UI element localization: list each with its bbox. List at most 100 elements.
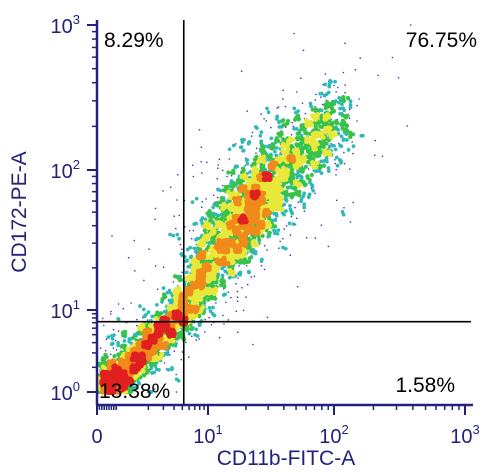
event-dot bbox=[244, 194, 250, 200]
event-dot bbox=[311, 146, 317, 151]
event-dots bbox=[96, 24, 417, 395]
event-dot bbox=[282, 237, 284, 240]
event-dot bbox=[246, 283, 249, 286]
event-dot bbox=[282, 89, 284, 91]
event-dot bbox=[305, 236, 308, 239]
event-dot bbox=[310, 162, 316, 167]
event-dot bbox=[211, 312, 215, 316]
event-dot bbox=[292, 126, 296, 131]
event-dot bbox=[106, 359, 112, 365]
event-dot bbox=[278, 133, 283, 138]
event-dot bbox=[125, 378, 132, 385]
event-dot bbox=[244, 165, 246, 167]
event-dot bbox=[289, 234, 292, 236]
event-dot bbox=[240, 184, 246, 190]
x-tick-label: 101 bbox=[193, 422, 222, 448]
event-dot bbox=[203, 233, 209, 239]
event-dot bbox=[192, 229, 195, 232]
event-dot bbox=[326, 169, 331, 173]
event-dot bbox=[264, 207, 270, 213]
event-dot bbox=[317, 169, 322, 173]
event-dot bbox=[327, 245, 330, 248]
event-dot bbox=[272, 187, 278, 192]
event-dot bbox=[314, 237, 317, 239]
event-dot bbox=[278, 186, 284, 191]
event-dot bbox=[227, 275, 232, 280]
event-dot bbox=[343, 151, 345, 154]
event-dot bbox=[177, 278, 183, 283]
event-dot bbox=[175, 309, 181, 315]
event-dot bbox=[155, 310, 160, 315]
event-dot bbox=[198, 338, 200, 340]
event-dot bbox=[288, 203, 292, 208]
event-dot bbox=[307, 168, 310, 170]
event-dot bbox=[335, 199, 338, 202]
event-dot bbox=[99, 347, 102, 350]
event-dot bbox=[200, 278, 206, 284]
event-dot bbox=[291, 176, 296, 181]
event-dot bbox=[358, 98, 360, 100]
event-dot bbox=[240, 173, 246, 179]
event-dot bbox=[291, 121, 294, 124]
event-dot bbox=[406, 125, 409, 127]
event-dot bbox=[285, 193, 290, 198]
event-dot bbox=[324, 120, 329, 125]
event-dot bbox=[245, 161, 250, 166]
event-dot bbox=[112, 363, 118, 369]
event-dot bbox=[154, 356, 160, 362]
event-dot bbox=[327, 125, 333, 131]
event-dot bbox=[180, 358, 183, 361]
event-dot bbox=[157, 368, 161, 372]
event-dot bbox=[209, 295, 214, 300]
event-dot bbox=[301, 102, 304, 104]
event-dot bbox=[152, 370, 157, 375]
event-dot bbox=[236, 290, 239, 293]
event-dot bbox=[244, 158, 249, 163]
event-dot bbox=[319, 164, 324, 169]
event-dot bbox=[321, 159, 326, 163]
event-dot bbox=[238, 265, 240, 267]
event-dot bbox=[117, 330, 120, 332]
event-dot bbox=[198, 129, 201, 131]
event-dot bbox=[163, 362, 166, 364]
event-dot bbox=[291, 148, 297, 153]
event-dot bbox=[154, 265, 157, 267]
event-dot bbox=[307, 192, 312, 197]
event-dot bbox=[295, 175, 300, 180]
event-dot bbox=[324, 73, 327, 75]
event-dot bbox=[296, 285, 299, 288]
event-dot bbox=[190, 281, 196, 287]
event-dot bbox=[247, 270, 252, 275]
event-dot bbox=[268, 145, 273, 150]
event-dot bbox=[344, 91, 346, 94]
event-dot bbox=[342, 71, 345, 74]
event-dot bbox=[250, 183, 257, 189]
event-dot bbox=[109, 342, 114, 347]
event-dot bbox=[106, 335, 111, 339]
event-dot bbox=[206, 161, 208, 164]
event-dot bbox=[260, 164, 265, 169]
event-dot bbox=[170, 338, 176, 344]
event-dot bbox=[289, 192, 294, 197]
event-dot bbox=[225, 301, 227, 304]
event-dot bbox=[314, 99, 317, 101]
event-dot bbox=[131, 335, 136, 340]
event-dot bbox=[125, 351, 131, 357]
event-dot bbox=[194, 305, 200, 312]
event-dot bbox=[266, 110, 271, 115]
event-dot bbox=[228, 158, 231, 160]
event-dot bbox=[284, 143, 290, 149]
event-dot bbox=[154, 207, 157, 210]
event-dot bbox=[240, 70, 243, 72]
event-dot bbox=[132, 375, 138, 381]
event-dot bbox=[101, 358, 106, 363]
event-dot bbox=[242, 309, 245, 312]
event-dot bbox=[249, 248, 254, 254]
event-dot bbox=[217, 167, 219, 169]
event-dot bbox=[333, 120, 339, 125]
event-dot bbox=[206, 273, 212, 279]
event-dot bbox=[112, 347, 115, 349]
event-dot bbox=[296, 183, 301, 189]
event-dot bbox=[187, 356, 190, 358]
event-dot bbox=[246, 110, 248, 112]
